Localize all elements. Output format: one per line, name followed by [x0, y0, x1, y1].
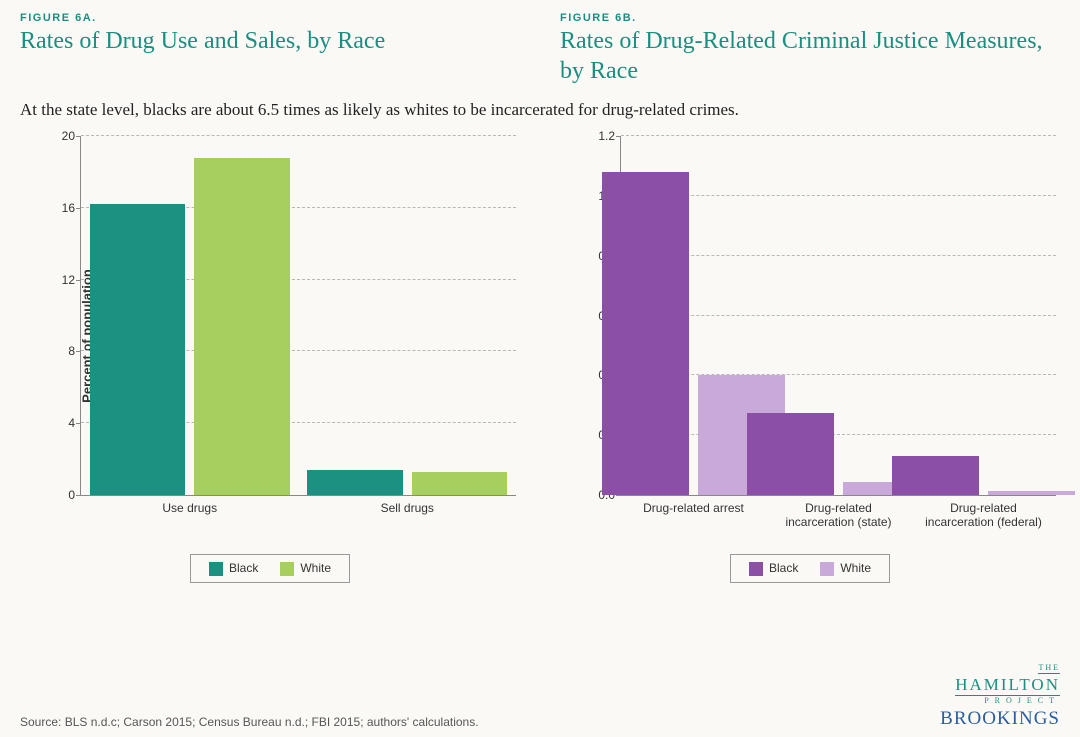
figA-col: Percent of population 048121620Use drugs… [20, 126, 520, 583]
figA-bar [307, 470, 403, 495]
charts-row: Percent of population 048121620Use drugs… [20, 126, 1060, 583]
legend-item: Black [749, 561, 798, 576]
ytick-label: 16 [41, 201, 75, 215]
ytick-label: 0 [41, 488, 75, 502]
ytick-label: 4 [41, 416, 75, 430]
footer: Source: BLS n.d.c; Carson 2015; Census B… [20, 658, 1060, 729]
hamilton-main: HAMILTON [955, 676, 1060, 696]
figA-bar [412, 472, 508, 495]
legend-swatch [280, 562, 294, 576]
legend-swatch [820, 562, 834, 576]
legend-label: White [300, 561, 331, 575]
legend-label: White [840, 561, 871, 575]
figB-label: FIGURE 6B. [560, 12, 1060, 24]
figA-legend: Black White [190, 554, 350, 583]
legend-item: White [280, 561, 331, 576]
ytick-label: 12 [41, 273, 75, 287]
figA-chart: Percent of population 048121620Use drugs… [20, 126, 520, 546]
gridline [621, 135, 1056, 136]
figB-col: Percent of population 0.00.20.40.60.81.0… [560, 126, 1060, 583]
figA-bar [194, 158, 290, 495]
figA-plot: 048121620Use drugsSell drugs [80, 136, 516, 496]
legend-label: Black [229, 561, 258, 575]
figA-bar [90, 204, 186, 495]
figA-label: FIGURE 6A. [20, 12, 520, 24]
xtick-label: Drug-relatedincarceration (federal) [911, 495, 1056, 530]
figB-legend: Black White [730, 554, 890, 583]
subtitle: At the state level, blacks are about 6.5… [20, 100, 1060, 120]
source-text: Source: BLS n.d.c; Carson 2015; Census B… [20, 715, 479, 729]
figA-title: Rates of Drug Use and Sales, by Race [20, 26, 520, 56]
legend-item: Black [209, 561, 258, 576]
legend-swatch [209, 562, 223, 576]
hamilton-the: THE [1038, 664, 1060, 674]
gridline [81, 135, 516, 136]
figB-plot: 0.00.20.40.60.81.01.2Drug-related arrest… [620, 136, 1056, 496]
legend-label: Black [769, 561, 798, 575]
header-row: FIGURE 6A. Rates of Drug Use and Sales, … [20, 12, 1060, 86]
figB-title: Rates of Drug-Related Criminal Justice M… [560, 26, 1060, 86]
ytick-label: 20 [41, 129, 75, 143]
xtick-label: Sell drugs [299, 495, 517, 515]
figB-chart: Percent of population 0.00.20.40.60.81.0… [560, 126, 1060, 546]
ytick-label: 1.2 [581, 129, 615, 143]
legend-item: White [820, 561, 871, 576]
logos: THE HAMILTON PROJECT BROOKINGS [940, 658, 1060, 729]
figA-header: FIGURE 6A. Rates of Drug Use and Sales, … [20, 12, 520, 86]
brookings-logo: BROOKINGS [940, 709, 1060, 729]
figB-bar [602, 172, 689, 495]
figB-header: FIGURE 6B. Rates of Drug-Related Crimina… [560, 12, 1060, 86]
xtick-label: Use drugs [81, 495, 299, 515]
hamilton-project: PROJECT [940, 697, 1060, 705]
legend-swatch [749, 562, 763, 576]
figB-bar [747, 413, 834, 495]
xtick-label: Drug-related arrest [621, 495, 766, 515]
xtick-label: Drug-relatedincarceration (state) [766, 495, 911, 530]
ytick-label: 8 [41, 344, 75, 358]
figB-bar [892, 456, 979, 495]
